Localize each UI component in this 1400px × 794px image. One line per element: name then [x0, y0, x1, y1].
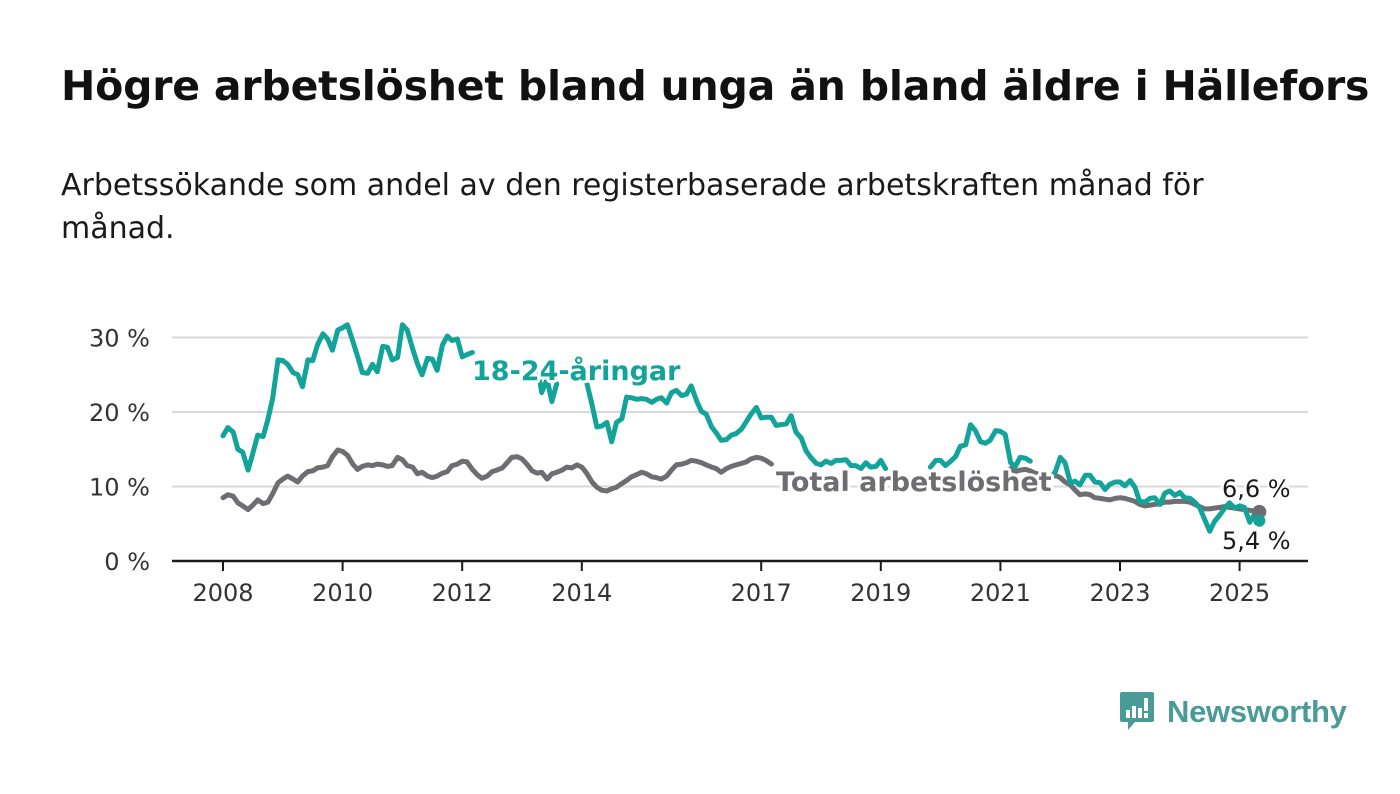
x-tick-label: 2014 — [551, 579, 612, 607]
brand-logo: Newsworthy — [1119, 690, 1347, 734]
y-tick-label: 10 % — [89, 474, 150, 502]
chart-labels: 18-24-åringar Total arbetslöshet 6,6 % 5,4 … — [469, 352, 1293, 558]
series-line-youth — [584, 379, 889, 472]
end-dot-youth — [1253, 514, 1266, 527]
x-tick-label: 2019 — [850, 579, 911, 607]
chart-grid — [172, 336, 1308, 563]
page-title: Högre arbetslöshet bland unga än bland ä… — [61, 62, 1370, 110]
series-label-total: Total arbetslöshet — [776, 467, 1052, 498]
brand-name: Newsworthy — [1167, 694, 1347, 729]
y-tick-label: 20 % — [89, 399, 150, 427]
end-label-youth: 5,4 % — [1222, 527, 1291, 555]
x-tick-label: 2008 — [192, 579, 253, 607]
x-tick-label: 2021 — [970, 579, 1031, 607]
newsworthy-logo-icon — [1120, 692, 1154, 730]
end-label-total: 6,6 % — [1222, 475, 1291, 503]
x-tick-label: 2025 — [1209, 579, 1270, 607]
chart-lines — [220, 322, 1267, 534]
x-tick-label: 2017 — [731, 579, 792, 607]
page-subtitle: Arbetssökande som andel av den registerb… — [61, 168, 1204, 246]
x-tick-label: 2023 — [1089, 579, 1150, 607]
y-axis-ticks: 0 % 10 % 20 % 30 % — [89, 325, 150, 577]
series-label-youth: 18-24-åringar — [472, 355, 681, 387]
series-line-youth — [534, 361, 560, 405]
x-tick-label: 2010 — [312, 579, 373, 607]
end-dot-total — [1252, 504, 1267, 519]
series-line-youth — [927, 422, 1033, 470]
x-tick-label: 2012 — [432, 579, 493, 607]
x-axis-ticks: 2008 2010 2012 2014 2017 2019 2021 2023 2025 — [192, 561, 1270, 607]
y-tick-label: 30 % — [89, 325, 150, 353]
series-line-total — [220, 447, 774, 513]
y-tick-label: 0 % — [104, 548, 150, 576]
series-line-youth — [220, 322, 475, 473]
series-line-youth — [1047, 454, 1262, 534]
